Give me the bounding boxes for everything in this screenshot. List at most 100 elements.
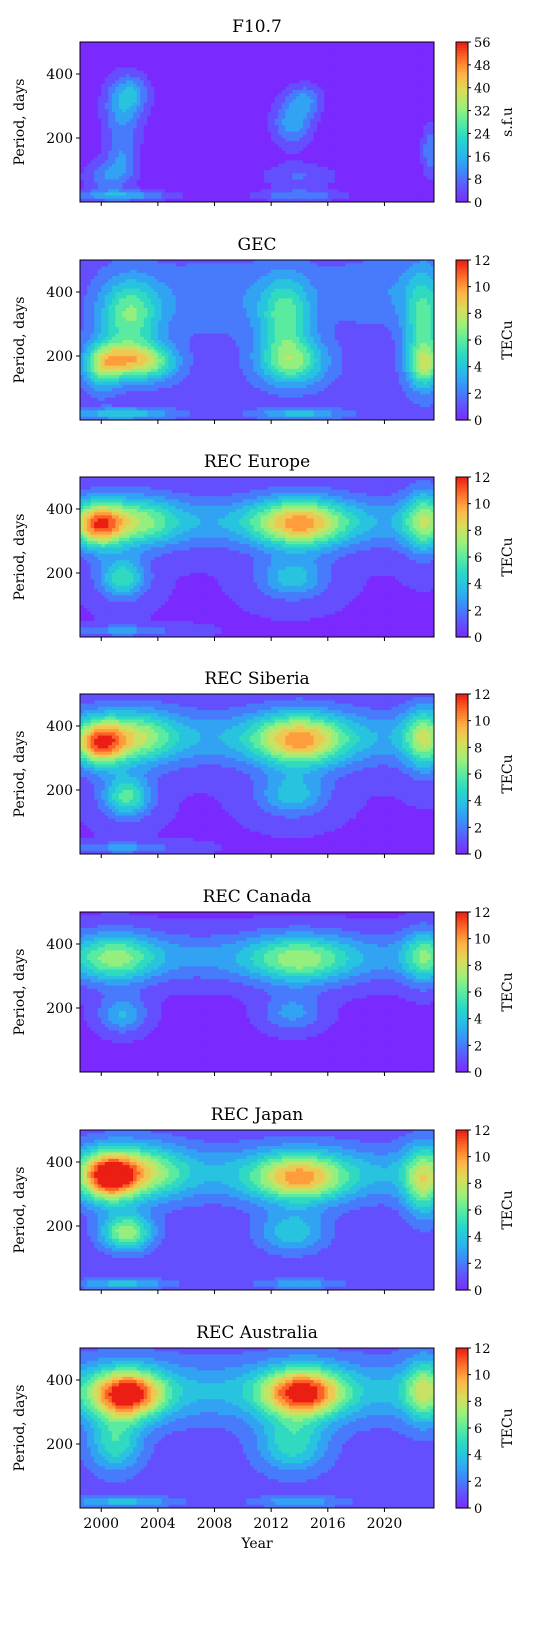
colorbar-tick-label: 24: [474, 127, 491, 142]
colorbar-tick-label: 12: [474, 254, 491, 269]
colorbar-label: s.f.u: [500, 107, 516, 137]
colorbar-label: TECu: [500, 754, 516, 793]
plot-frame: [79, 41, 435, 203]
colorbar-tick-label: 6: [474, 551, 482, 566]
colorbar-label: TECu: [500, 537, 516, 576]
panel-title: REC Australia: [196, 1323, 318, 1343]
colorbar-tick-label: 8: [474, 173, 482, 188]
colorbar-tick-label: 0: [474, 631, 482, 646]
colorbar-tick-label: 10: [474, 1151, 491, 1166]
x-tick-label: 2012: [253, 1516, 289, 1532]
panel-5: REC Japan 200 400 Period, days 0 2 4 6 8 10 12 TECu: [12, 1105, 516, 1299]
y-axis-label: Period, days: [12, 949, 28, 1036]
y-tick-label: 200: [46, 1437, 73, 1453]
y-tick-label: 400: [46, 1155, 73, 1171]
y-tick-label: 200: [46, 783, 73, 799]
colorbar-tick-label: 4: [474, 578, 482, 593]
colorbar-tick-label: 8: [474, 741, 482, 756]
y-axis-label: Period, days: [12, 1385, 28, 1472]
y-tick-label: 200: [46, 1219, 73, 1235]
colorbar-tick-label: 56: [474, 36, 491, 51]
plot-frame: [79, 693, 435, 855]
y-axis-label: Period, days: [12, 731, 28, 818]
y-tick-label: 400: [46, 67, 73, 83]
y-tick-label: 200: [46, 566, 73, 582]
colorbar-tick-label: 32: [474, 105, 491, 120]
colorbar-tick-label: 6: [474, 768, 482, 783]
panel-2: REC Europe 200 400 Period, days 0 2 4 6 8 10 12 TEC…: [12, 452, 516, 646]
colorbar-tick-label: 8: [474, 307, 482, 322]
colorbar: 0 2 4 6 8 10 12 TECu: [455, 1342, 516, 1517]
colorbar-tick-label: 0: [474, 848, 482, 863]
colorbar-tick-label: 6: [474, 334, 482, 349]
colorbar-tick-label: 2: [474, 1257, 482, 1272]
colorbar-tick-label: 10: [474, 933, 491, 948]
colorbar-tick-label: 8: [474, 1177, 482, 1192]
colorbar-label: TECu: [500, 1190, 516, 1229]
colorbar-tick-label: 12: [474, 1124, 491, 1139]
colorbar-label: TECu: [500, 320, 516, 359]
heatmap: [80, 1130, 434, 1290]
y-tick-label: 400: [46, 285, 73, 301]
panel-title: GEC: [238, 235, 277, 255]
colorbar-tick-label: 40: [474, 82, 491, 97]
colorbar-tick-label: 0: [474, 1284, 482, 1299]
heatmap: [80, 912, 434, 1072]
colorbar-tick-label: 10: [474, 715, 491, 730]
heatmap: [80, 477, 434, 637]
colorbar-tick-label: 2: [474, 1475, 482, 1490]
panel-title: REC Canada: [203, 887, 312, 907]
colorbar-tick-label: 8: [474, 959, 482, 974]
colorbar-tick-label: 0: [474, 1502, 482, 1517]
colorbar-tick-label: 0: [474, 1066, 482, 1081]
colorbar: 0 2 4 6 8 10 12 TECu: [455, 1124, 516, 1299]
colorbar: 0 8 16 24 32 40 48 56 s.f.u: [455, 36, 516, 211]
colorbar-tick-label: 4: [474, 1013, 482, 1028]
y-axis-label: Period, days: [12, 514, 28, 601]
plot-frame: [79, 911, 435, 1073]
plot-frame: [79, 1129, 435, 1291]
colorbar: 0 2 4 6 8 10 12 TECu: [455, 254, 516, 429]
colorbar-tick-label: 12: [474, 1342, 491, 1357]
colorbar-tick-label: 2: [474, 821, 482, 836]
colorbar-tick-label: 8: [474, 524, 482, 539]
plot-frame: [79, 476, 435, 638]
panel-6: REC Australia 200 400 Period, days 2000 2004 2…: [12, 1323, 516, 1552]
colorbar-tick-label: 4: [474, 795, 482, 810]
colorbar-tick-label: 2: [474, 1039, 482, 1054]
x-tick-label: 2020: [367, 1516, 403, 1532]
y-tick-label: 200: [46, 131, 73, 147]
colorbar: 0 2 4 6 8 10 12 TECu: [455, 688, 516, 863]
colorbar-tick-label: 6: [474, 1204, 482, 1219]
colorbar-tick-label: 8: [474, 1395, 482, 1410]
y-tick-label: 400: [46, 937, 73, 953]
y-tick-label: 400: [46, 1373, 73, 1389]
x-tick-label: 2004: [140, 1516, 176, 1532]
x-tick-label: 2016: [310, 1516, 346, 1532]
panel-title: REC Europe: [204, 452, 310, 472]
colorbar-tick-label: 6: [474, 986, 482, 1001]
colorbar: 0 2 4 6 8 10 12 TECu: [455, 906, 516, 1081]
colorbar-tick-label: 10: [474, 281, 491, 296]
colorbar-tick-label: 16: [474, 150, 491, 165]
colorbar-tick-label: 10: [474, 498, 491, 513]
heatmap: [80, 694, 434, 854]
colorbar-tick-label: 12: [474, 471, 491, 486]
colorbar-tick-label: 2: [474, 604, 482, 619]
y-tick-label: 400: [46, 502, 73, 518]
x-tick-label: 2008: [197, 1516, 233, 1532]
colorbar-tick-label: 12: [474, 688, 491, 703]
y-axis-label: Period, days: [12, 79, 28, 166]
x-axis-label: Year: [240, 1536, 273, 1552]
y-tick-label: 200: [46, 1001, 73, 1017]
plot-frame: [79, 1347, 435, 1509]
plot-frame: [79, 259, 435, 421]
heatmap: [80, 42, 434, 202]
y-tick-label: 200: [46, 349, 73, 365]
colorbar-label: TECu: [500, 972, 516, 1011]
colorbar: 0 2 4 6 8 10 12 TECu: [455, 471, 516, 646]
y-tick-label: 400: [46, 719, 73, 735]
panel-4: REC Canada 200 400 Period, days 0 2 4 6 8 10 12 TEC…: [12, 887, 516, 1081]
panel-title: F10.7: [232, 17, 282, 37]
